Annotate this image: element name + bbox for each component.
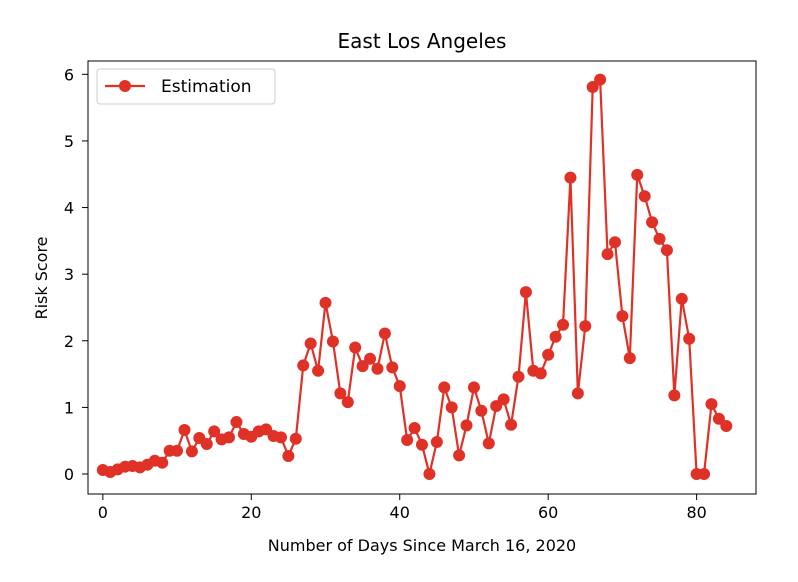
data-point (638, 190, 651, 203)
data-point (653, 232, 666, 245)
data-point (364, 352, 377, 365)
data-point (594, 73, 607, 86)
series-layer (96, 73, 733, 481)
data-point (445, 401, 458, 414)
data-point (542, 348, 555, 361)
legend: Estimation (96, 68, 276, 105)
data-point (505, 418, 518, 431)
data-point (475, 404, 488, 417)
data-point (304, 337, 317, 350)
y-tick-label: 2 (64, 332, 74, 351)
data-point (341, 396, 354, 409)
data-point (601, 248, 614, 261)
y-tick-label: 4 (64, 199, 74, 218)
data-point (712, 412, 725, 425)
data-point (557, 318, 570, 331)
data-point (631, 168, 644, 181)
data-point (453, 449, 466, 462)
plot-frame (87, 60, 757, 495)
data-point (408, 422, 421, 435)
data-point (378, 327, 391, 340)
y-tick-label: 0 (64, 465, 74, 484)
data-point (356, 360, 369, 373)
data-point (393, 380, 406, 393)
y-axis-label: Risk Score (32, 236, 51, 319)
data-point (223, 431, 236, 444)
data-point (208, 425, 221, 438)
data-point (401, 434, 414, 447)
x-tick-label: 40 (390, 503, 410, 522)
y-tick-label: 6 (64, 65, 74, 84)
data-point (512, 370, 525, 383)
data-point (200, 438, 213, 451)
data-point (430, 436, 443, 449)
data-point (349, 341, 362, 354)
data-point (683, 332, 696, 345)
data-point (608, 236, 621, 249)
series-line (102, 78, 728, 476)
x-tick-label: 0 (98, 503, 108, 522)
y-axis-ticks: 0 1 2 3 4 5 6 (64, 65, 88, 484)
x-tick-label: 60 (538, 503, 558, 522)
data-point (416, 438, 428, 451)
data-point (482, 437, 495, 450)
data-point (720, 420, 733, 433)
data-point (467, 381, 480, 394)
data-point (675, 292, 688, 305)
data-point (438, 381, 451, 394)
data-point (460, 419, 473, 432)
data-point (319, 296, 332, 309)
x-axis-label: Number of Days Since March 16, 2020 (268, 536, 576, 555)
data-point (616, 310, 629, 323)
data-point (519, 286, 532, 299)
data-point (646, 216, 659, 229)
data-point (171, 444, 184, 457)
legend-box (96, 68, 276, 105)
data-point (571, 387, 584, 400)
data-point (230, 416, 243, 429)
data-point (549, 330, 562, 343)
data-point (386, 361, 399, 374)
data-point (178, 424, 191, 437)
data-point (371, 362, 384, 375)
x-tick-label: 20 (241, 503, 261, 522)
data-point (534, 367, 547, 380)
y-tick-label: 3 (64, 265, 74, 284)
x-axis-ticks: 0 20 40 60 80 (98, 494, 707, 522)
x-tick-label: 80 (686, 503, 706, 522)
data-point (289, 432, 302, 445)
data-point (705, 398, 718, 411)
chart-title: East Los Angeles (338, 29, 507, 53)
data-point (185, 445, 198, 458)
data-point (423, 468, 436, 481)
data-point (297, 359, 310, 372)
data-point (586, 80, 599, 93)
data-point (668, 389, 681, 402)
data-point (274, 431, 287, 444)
data-point (579, 320, 592, 333)
y-tick-label: 1 (64, 398, 74, 417)
data-point (334, 387, 347, 400)
data-point (497, 393, 510, 406)
data-point (698, 468, 711, 481)
legend-marker-swatch (119, 80, 131, 92)
data-point (282, 450, 295, 463)
data-point (623, 352, 636, 365)
data-point (326, 335, 339, 348)
data-point (660, 244, 673, 257)
data-point (312, 364, 325, 377)
y-tick-label: 5 (64, 132, 74, 151)
legend-label: Estimation (161, 77, 252, 97)
data-point (564, 171, 577, 184)
data-point (156, 456, 169, 469)
